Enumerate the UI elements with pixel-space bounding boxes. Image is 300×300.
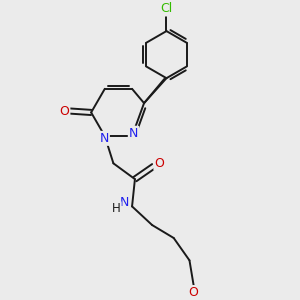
- Text: O: O: [154, 157, 164, 170]
- Text: Cl: Cl: [160, 2, 172, 16]
- Text: N: N: [129, 127, 138, 140]
- Text: O: O: [59, 104, 69, 118]
- Text: O: O: [188, 286, 198, 299]
- Text: N: N: [119, 196, 129, 209]
- Text: N: N: [100, 132, 109, 145]
- Text: H: H: [112, 202, 121, 215]
